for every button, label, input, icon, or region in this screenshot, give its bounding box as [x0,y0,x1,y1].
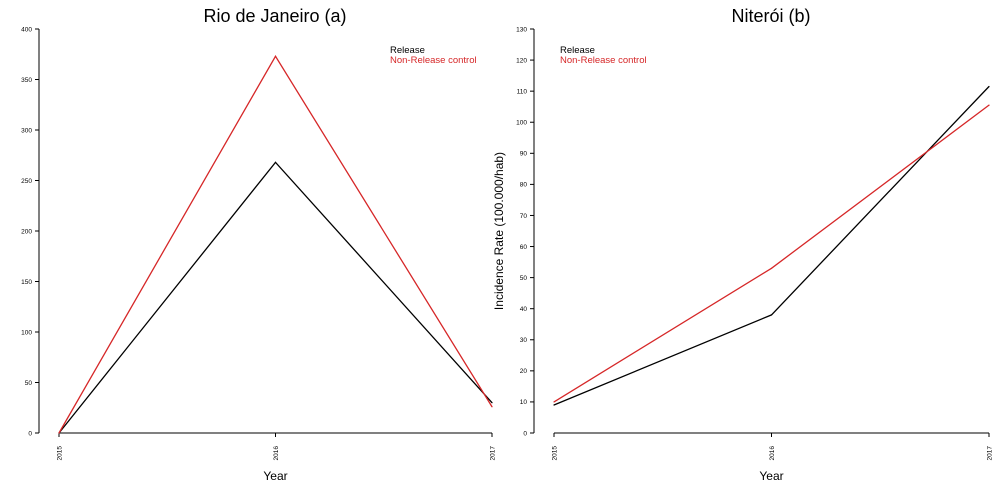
x-axis: 2015 2016 2017 [551,432,993,461]
data-point [491,402,493,404]
series-line [58,55,493,434]
chart-title: Niterói (b) [731,6,810,26]
y-tick-label: 300 [21,127,32,134]
y-tick-label: 200 [21,228,32,235]
y-tick-label: 250 [21,178,32,185]
y-axis: 0 10 20 30 40 50 60 70 80 90 100 110 120 130 [516,26,535,437]
series-line [553,86,990,406]
legend-entry: Non-Release control [390,55,477,66]
data-point [553,404,555,406]
y-tick-label: 90 [520,151,528,158]
x-tick-label: 2015 [56,446,63,461]
y-tick-label: 0 [28,430,32,437]
y-tick-label: 130 [516,26,527,33]
y-tick-label: 30 [520,337,528,344]
data-point [274,55,277,57]
y-tick-label: 20 [520,368,528,375]
x-tick-label: 2016 [769,446,776,461]
x-axis-title: Year [759,469,783,483]
x-axis: 2015 2016 2017 [56,432,496,461]
y-tick-label: 40 [520,306,528,313]
y-tick-label: 100 [21,329,32,336]
data-point [553,401,555,403]
y-tick-label: 150 [21,279,32,286]
series-2 [58,55,493,434]
legend-entry: Release [560,45,595,56]
y-tick-label: 50 [520,275,528,282]
data-point [491,406,493,408]
chart-panel-2: Niterói (b) 0 10 20 30 40 50 60 70 80 90 100 110 120 1… [492,6,993,483]
legend-entry: Non-Release control [560,55,647,66]
y-tick-label: 80 [520,182,528,189]
series-line [58,161,493,434]
x-tick-label: 2016 [273,446,280,461]
x-tick-label: 2017 [489,446,496,461]
y-tick-label: 400 [21,26,32,33]
x-tick-label: 2017 [986,446,993,461]
y-tick-label: 110 [517,88,528,95]
y-tick-label: 70 [520,213,528,220]
data-point [58,432,60,434]
series-2 [553,104,990,403]
data-point [274,161,277,163]
data-point [988,85,990,88]
y-axis: 0 50 100 150 200 250 300 350 400 [21,26,40,437]
y-tick-label: 60 [520,244,528,251]
legend-entry: Release [390,45,425,56]
y-axis-title: Incidence Rate (100.000/hab) [492,152,506,310]
series-line [553,104,990,403]
data-point [770,314,773,316]
x-tick-label: 2015 [551,446,558,461]
y-tick-label: 100 [516,120,527,127]
x-axis-title: Year [263,469,287,483]
series-1 [553,85,990,406]
data-point [770,267,773,269]
y-tick-label: 0 [523,430,527,437]
data-point [988,104,990,106]
y-tick-label: 350 [21,77,32,84]
y-tick-label: 50 [25,380,33,387]
y-tick-label: 10 [520,399,528,406]
chart-title: Rio de Janeiro (a) [203,6,346,26]
series-1 [58,161,493,434]
y-tick-label: 120 [516,57,527,64]
chart-panel-1: Rio de Janeiro (a) 0 50 100 150 200 250 300 350 4… [21,6,496,483]
